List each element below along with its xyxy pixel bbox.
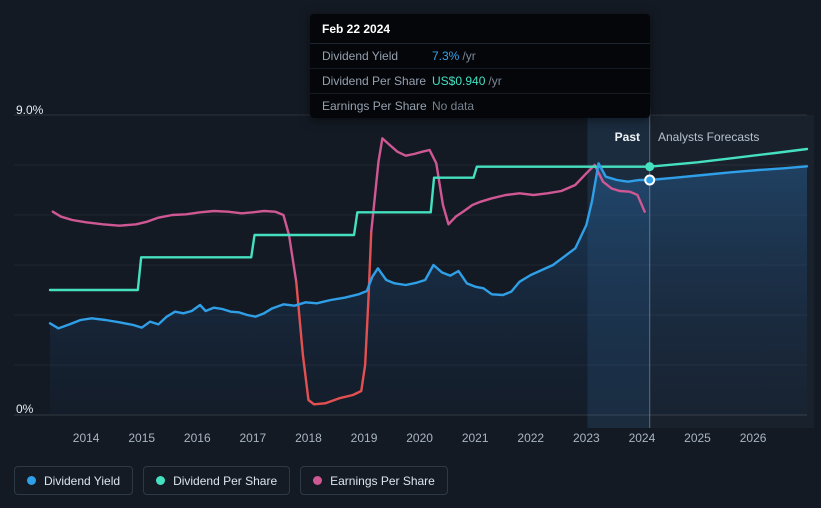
legend-label: Dividend Per Share [173, 473, 278, 488]
earnings-per-share-line [370, 137, 646, 233]
x-tick-label: 2014 [73, 431, 100, 445]
x-tick-label: 2024 [629, 431, 656, 445]
legend-label: Earnings Per Share [330, 473, 435, 488]
dividend-yield-dot-icon [27, 476, 36, 485]
legend-item-dividend-per-share[interactable]: Dividend Per Share [143, 466, 291, 495]
tooltip-row-earnings-per-share: Earnings Per Share No data [310, 94, 650, 118]
x-tick-label: 2025 [684, 431, 711, 445]
x-tick-label: 2015 [128, 431, 155, 445]
tooltip-row-dividend-per-share: Dividend Per Share US$0.940 /yr [310, 69, 650, 94]
x-tick-label: 2016 [184, 431, 211, 445]
x-tick-label: 2019 [351, 431, 378, 445]
tooltip-value-suffix: /yr [488, 74, 502, 88]
tooltip-row-dividend-yield: Dividend Yield 7.3% /yr [310, 44, 650, 69]
tooltip-value: US$0.940 [432, 74, 486, 88]
earnings-per-share-line [295, 230, 373, 406]
y-axis-label-top: 9.0% [16, 103, 44, 117]
x-tick-label: 2021 [462, 431, 489, 445]
x-tick-label: 2022 [517, 431, 544, 445]
forecast-label: Analysts Forecasts [658, 130, 760, 144]
legend-label: Dividend Yield [44, 473, 121, 488]
legend-item-earnings-per-share[interactable]: Earnings Per Share [300, 466, 448, 495]
dividend-yield-line [48, 162, 809, 330]
tooltip-label: Dividend Per Share [322, 74, 427, 88]
chart-tooltip: Feb 22 2024 Dividend Yield 7.3% /yr Divi… [310, 14, 650, 118]
series-end-marker [644, 174, 656, 186]
tooltip-value-suffix: /yr [462, 49, 476, 63]
tooltip-value: No data [432, 99, 475, 113]
dividend-per-share-line [48, 147, 809, 292]
earnings-per-share-dot-icon [313, 476, 323, 485]
legend-item-dividend-yield[interactable]: Dividend Yield [14, 466, 134, 495]
x-tick-label: 2023 [573, 431, 600, 445]
y-axis-label-bottom: 0% [16, 402, 34, 416]
tooltip-label: Earnings Per Share [322, 99, 427, 113]
tooltip-label: Dividend Yield [322, 49, 399, 63]
x-tick-label: 2018 [295, 431, 322, 445]
earnings-per-share-line [51, 209, 298, 283]
dividend-yield-area-fill [50, 163, 807, 415]
x-tick-label: 2020 [406, 431, 433, 445]
dividend-per-share-dot-icon [156, 476, 166, 485]
tooltip-date: Feb 22 2024 [310, 14, 650, 44]
past-label: Past [614, 130, 640, 144]
chart-legend: Dividend Yield Dividend Per Share Earnin… [14, 466, 448, 495]
series-end-marker [645, 162, 655, 172]
tooltip-value: 7.3% [432, 49, 460, 63]
x-tick-label: 2026 [740, 431, 767, 445]
x-tick-label: 2017 [240, 431, 267, 445]
